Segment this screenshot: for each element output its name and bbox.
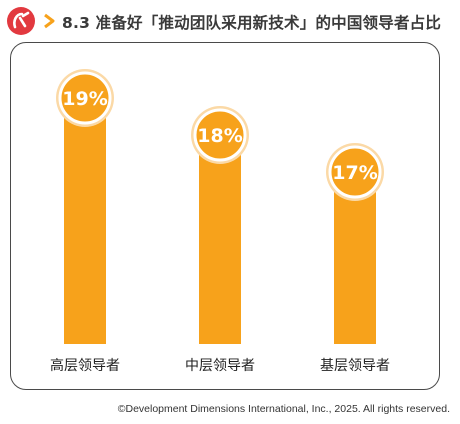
category-label-3: 基层领导者 xyxy=(320,358,390,374)
value-badge-2 xyxy=(193,108,247,162)
bar-1 xyxy=(64,98,106,344)
category-label-1: 高层领导者 xyxy=(50,358,120,374)
chart-title: 8.3 准备好「推动团队采用新技术」的中国领导者占比 xyxy=(62,14,442,32)
value-badge-1 xyxy=(58,71,112,125)
ddi-logo-icon xyxy=(7,7,35,35)
chart-panel xyxy=(10,42,440,390)
category-label-2: 中层领导者 xyxy=(185,358,255,374)
data-label-3: 17% xyxy=(332,162,377,184)
copyright-footer: ©Development Dimensions International, I… xyxy=(117,403,450,415)
data-label-1: 19% xyxy=(62,88,107,110)
bar-2 xyxy=(199,135,241,344)
chevron-right-icon xyxy=(44,13,55,29)
value-badge-3 xyxy=(328,145,382,199)
header: 8.3 准备好「推动团队采用新技术」的中国领导者占比 xyxy=(6,6,456,36)
data-label-2: 18% xyxy=(197,125,242,147)
